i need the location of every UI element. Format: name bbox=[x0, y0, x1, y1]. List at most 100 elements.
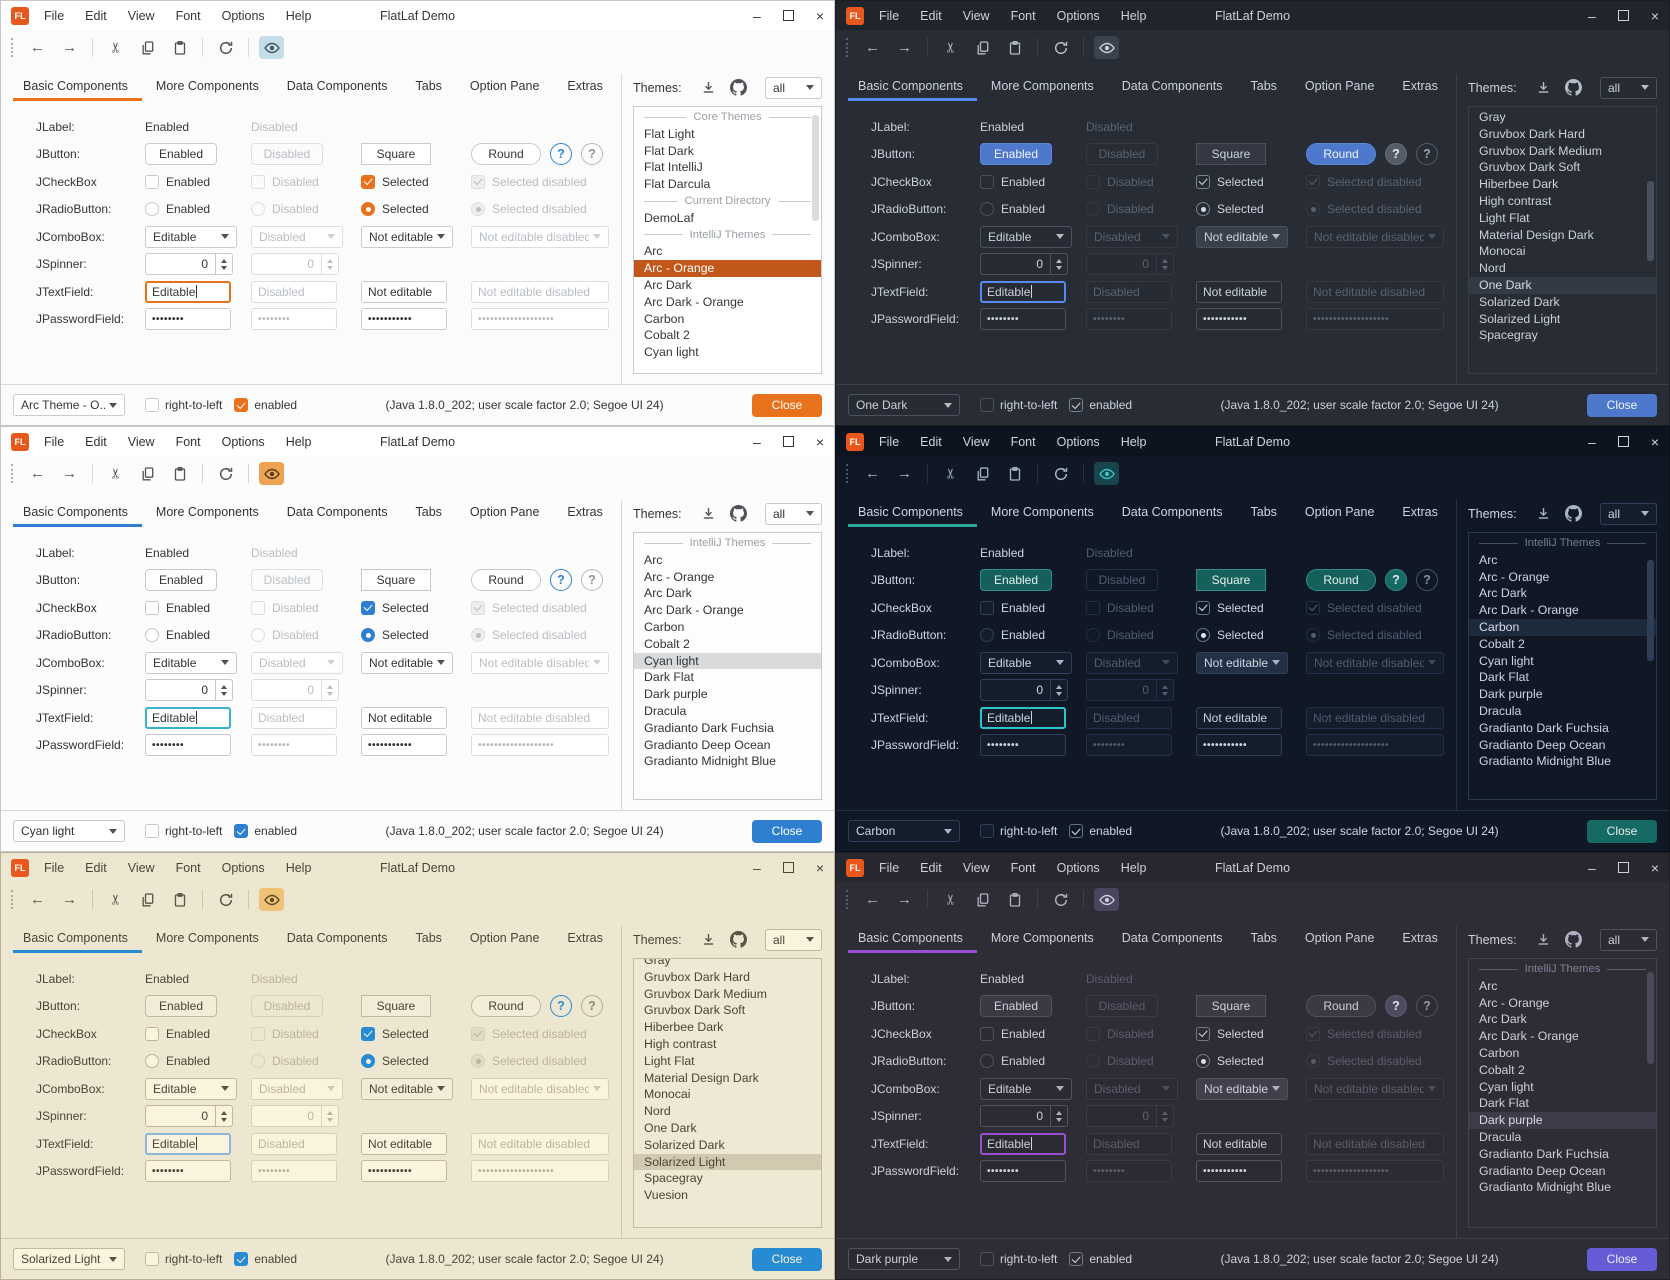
textfield-not-editable[interactable]: Not editable bbox=[361, 1132, 447, 1155]
radio-selected[interactable]: Selected bbox=[1196, 628, 1264, 643]
help-button-secondary[interactable]: ? bbox=[1416, 995, 1438, 1018]
textfield-not-editable[interactable]: Not editable bbox=[1196, 280, 1282, 303]
checkbox-enabled[interactable]: Enabled bbox=[980, 600, 1045, 615]
maximize-button[interactable] bbox=[782, 10, 794, 21]
passwordfield-not-editable[interactable]: ••••••••••• bbox=[361, 734, 447, 757]
theme-list-item[interactable]: Dark purple bbox=[1479, 687, 1543, 702]
download-themes-button[interactable] bbox=[698, 77, 720, 99]
show-hover-toggle-button[interactable] bbox=[259, 888, 284, 911]
theme-select[interactable]: Dark purple bbox=[848, 1248, 960, 1270]
menu-view[interactable]: View bbox=[962, 434, 990, 449]
menu-view[interactable]: View bbox=[127, 434, 155, 449]
tab-more-components[interactable]: More Components bbox=[990, 505, 1094, 519]
paste-button[interactable] bbox=[1002, 888, 1027, 911]
help-button-secondary[interactable]: ? bbox=[1416, 143, 1438, 166]
theme-list-item[interactable]: Monocai bbox=[1479, 244, 1526, 259]
copy-button[interactable] bbox=[135, 462, 160, 485]
theme-filter-select[interactable]: all bbox=[1600, 76, 1657, 99]
menu-font[interactable]: Font bbox=[1010, 434, 1036, 449]
checkbox-selected[interactable]: Selected bbox=[361, 1026, 429, 1041]
close-window-button[interactable]: × bbox=[1650, 7, 1659, 24]
theme-list[interactable]: IntelliJ Themes Arc Arc - Orange Arc Dark Ar… bbox=[1468, 532, 1657, 800]
theme-list-item[interactable]: Gradian​to Dark Fuchsia bbox=[1479, 1146, 1609, 1161]
passwordfield-not-editable[interactable]: ••••••••••• bbox=[1196, 308, 1282, 331]
spinner-enabled[interactable]: 0 bbox=[145, 679, 233, 702]
textfield-editable[interactable]: Editable bbox=[980, 1132, 1066, 1155]
textfield-not-editable[interactable]: Not editable bbox=[1196, 706, 1282, 729]
refresh-button[interactable] bbox=[213, 462, 238, 485]
tab-basic-components[interactable]: Basic Components bbox=[13, 500, 142, 527]
menu-edit[interactable]: Edit bbox=[920, 434, 942, 449]
theme-list-item[interactable]: Dark Flat bbox=[1479, 1096, 1529, 1111]
theme-list-item[interactable]: Arc - Orange bbox=[644, 569, 715, 584]
scrollbar-thumb[interactable] bbox=[1647, 972, 1654, 1064]
radio-enabled[interactable]: Enabled bbox=[145, 202, 210, 217]
github-button[interactable] bbox=[728, 77, 750, 99]
cut-button[interactable]: ✂ bbox=[938, 888, 963, 911]
tab-option-pane[interactable]: Option Pane bbox=[1304, 79, 1375, 93]
theme-select[interactable]: Arc Theme - O... bbox=[13, 394, 125, 416]
theme-filter-select[interactable]: all bbox=[1600, 502, 1657, 525]
theme-list-item[interactable]: Flat IntelliJ bbox=[644, 160, 703, 175]
combobox-editable[interactable]: Editable bbox=[145, 1077, 237, 1100]
theme-list-item[interactable]: Dark Flat bbox=[644, 670, 694, 685]
tab-more-components[interactable]: More Components bbox=[155, 931, 259, 945]
theme-list-item[interactable]: Gruvbox Dark Soft bbox=[1479, 160, 1581, 175]
theme-list-item[interactable]: Dracula bbox=[1479, 1129, 1522, 1144]
close-button[interactable]: Close bbox=[1587, 819, 1657, 843]
help-button-secondary[interactable]: ? bbox=[581, 569, 603, 592]
paste-button[interactable] bbox=[1002, 462, 1027, 485]
back-button[interactable]: ← bbox=[865, 39, 880, 56]
back-button[interactable]: ← bbox=[30, 891, 45, 908]
passwordfield-not-editable[interactable]: ••••••••••• bbox=[361, 308, 447, 331]
copy-button[interactable] bbox=[135, 888, 160, 911]
close-button[interactable]: Close bbox=[752, 393, 822, 417]
menu-file[interactable]: File bbox=[44, 8, 65, 23]
radio-selected[interactable]: Selected bbox=[361, 628, 429, 643]
radio-selected[interactable]: Selected bbox=[1196, 202, 1264, 217]
right-to-left-checkbox[interactable]: right-to-left bbox=[980, 1252, 1057, 1266]
menu-edit[interactable]: Edit bbox=[85, 860, 107, 875]
theme-list-item[interactable]: Nord bbox=[1479, 261, 1506, 276]
menu-edit[interactable]: Edit bbox=[85, 434, 107, 449]
spinner-arrows[interactable] bbox=[215, 680, 232, 701]
theme-list-item[interactable]: Arc Dark bbox=[644, 277, 692, 292]
toolbar-grip-handle[interactable] bbox=[11, 38, 13, 57]
menu-options[interactable]: Options bbox=[1056, 860, 1100, 875]
menu-view[interactable]: View bbox=[962, 860, 990, 875]
download-themes-button[interactable] bbox=[698, 503, 720, 525]
menu-view[interactable]: View bbox=[127, 860, 155, 875]
menu-file[interactable]: File bbox=[879, 8, 900, 23]
theme-list-item[interactable]: Arc bbox=[1479, 978, 1498, 993]
jbutton-round[interactable]: Round bbox=[471, 143, 541, 166]
jbutton-square[interactable]: Square bbox=[1196, 995, 1266, 1018]
cut-button[interactable]: ✂ bbox=[938, 462, 963, 485]
theme-list-item[interactable]: Gradianto Deep Ocean bbox=[644, 737, 771, 752]
checkbox-selected[interactable]: Selected bbox=[1196, 1026, 1264, 1041]
menu-options[interactable]: Options bbox=[1056, 8, 1100, 23]
theme-list-item[interactable]: Gradianto Deep Ocean bbox=[1479, 1163, 1606, 1178]
toolbar-grip-handle[interactable] bbox=[846, 38, 848, 57]
minimize-button[interactable]: – bbox=[753, 433, 761, 450]
theme-list-item[interactable]: DemoLaf bbox=[644, 210, 694, 225]
show-hover-toggle-button[interactable] bbox=[1094, 888, 1119, 911]
textfield-editable[interactable]: Editable bbox=[145, 1132, 231, 1155]
textfield-not-editable[interactable]: Not editable bbox=[361, 706, 447, 729]
tab-data-components[interactable]: Data Components bbox=[286, 505, 388, 519]
tab-data-components[interactable]: Data Components bbox=[1121, 505, 1223, 519]
theme-list-item[interactable]: Carbon bbox=[1479, 1045, 1520, 1060]
menu-help[interactable]: Help bbox=[285, 8, 312, 23]
checkbox-selected[interactable]: Selected bbox=[361, 600, 429, 615]
close-button[interactable]: Close bbox=[1587, 393, 1657, 417]
tab-extras[interactable]: Extras bbox=[1402, 505, 1438, 519]
forward-button[interactable]: → bbox=[897, 39, 912, 56]
spinner-arrows[interactable] bbox=[1050, 254, 1067, 275]
maximize-button[interactable] bbox=[782, 862, 794, 873]
theme-list-item[interactable]: One Dark bbox=[644, 1120, 697, 1135]
checkbox-enabled[interactable]: Enabled bbox=[980, 1026, 1045, 1041]
copy-button[interactable] bbox=[970, 462, 995, 485]
spinner-enabled[interactable]: 0 bbox=[145, 253, 233, 276]
right-to-left-checkbox[interactable]: right-to-left bbox=[145, 398, 222, 412]
enabled-checkbox[interactable]: enabled bbox=[234, 824, 297, 838]
download-themes-button[interactable] bbox=[698, 929, 720, 951]
